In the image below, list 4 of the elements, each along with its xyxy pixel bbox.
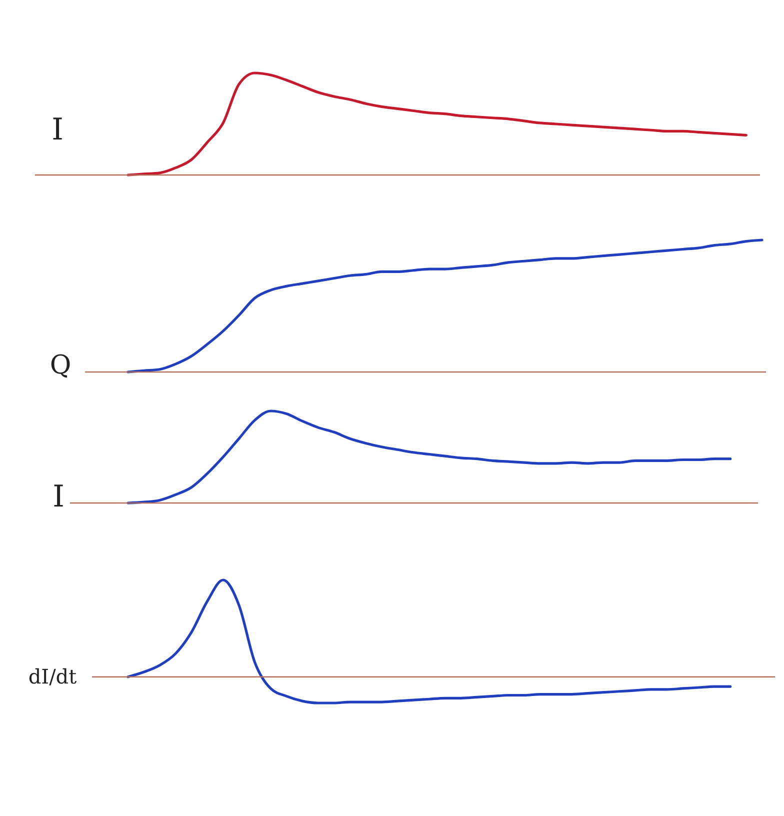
y-axis-title: I (52, 480, 64, 514)
y-axis-title: Q (50, 350, 72, 380)
y-axis-title: I (52, 112, 64, 148)
y-axis-title: dI/dt (28, 664, 77, 688)
